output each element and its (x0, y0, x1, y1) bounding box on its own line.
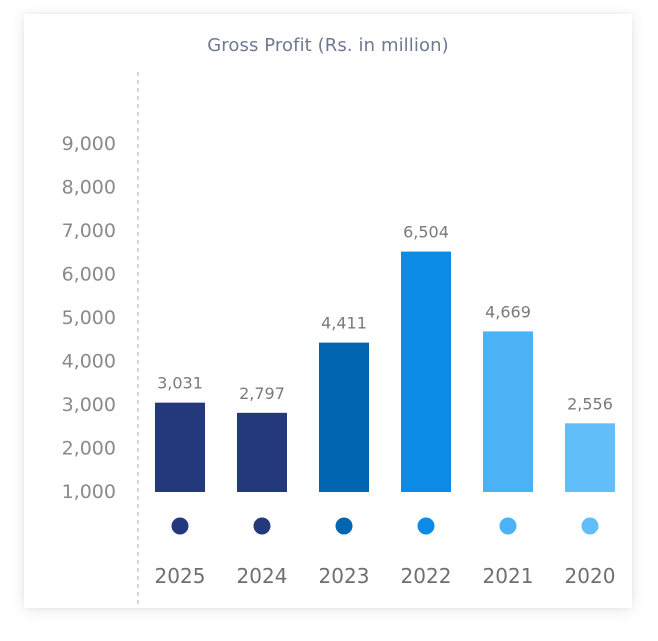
bar-2021 (483, 331, 533, 492)
y-tick-label: 8,000 (62, 177, 116, 199)
legend-dot-2023 (335, 517, 353, 535)
bar-2023 (319, 342, 369, 492)
x-tick-label-2025: 2025 (155, 564, 206, 588)
bar-chart: 1,000 2,000 3,000 4,000 5,000 6,000 7,000 8,000… (62, 72, 616, 608)
x-tick-label-2024: 2024 (237, 564, 288, 588)
y-tick-label: 1,000 (62, 481, 116, 503)
x-tick-label-2022: 2022 (401, 564, 452, 588)
bar-2025 (155, 402, 205, 492)
y-tick-label: 3,000 (62, 394, 116, 416)
y-tick-label: 2,000 (62, 438, 116, 460)
bar-2020 (565, 423, 615, 492)
chart-title: Gross Profit (Rs. in million) (207, 35, 449, 56)
data-label-2023: 4,411 (321, 314, 367, 333)
bar-2024 (237, 412, 287, 492)
data-label-2024: 2,797 (239, 384, 285, 403)
data-label-2020: 2,556 (567, 394, 613, 413)
y-tick-label: 6,000 (62, 264, 116, 286)
x-tick-label-2020: 2020 (565, 564, 616, 588)
bar-2022 (401, 251, 451, 492)
data-label-2025: 3,031 (157, 374, 203, 393)
y-tick-label: 4,000 (62, 351, 116, 373)
x-tick-label-2021: 2021 (483, 564, 534, 588)
y-axis-ticks: 1,000 2,000 3,000 4,000 5,000 6,000 7,000 8,000… (62, 133, 116, 503)
legend-dot-2022 (417, 517, 435, 535)
legend-dot-2024 (253, 517, 271, 535)
y-tick-label: 7,000 (62, 220, 116, 242)
data-label-2022: 6,504 (403, 223, 449, 242)
chart-card: Gross Profit (Rs. in million) 1,000 2,000… (24, 14, 632, 608)
legend-dot-2025 (171, 517, 189, 535)
y-tick-label: 5,000 (62, 307, 116, 329)
data-label-2021: 4,669 (485, 302, 531, 321)
bars: 3,031 2025 2,797 2024 4,411 2023 6,504 2022 4,66… (155, 223, 616, 588)
legend-dot-2020 (581, 517, 599, 535)
x-tick-label-2023: 2023 (319, 564, 370, 588)
y-tick-label: 9,000 (62, 133, 116, 155)
legend-dot-2021 (499, 517, 517, 535)
